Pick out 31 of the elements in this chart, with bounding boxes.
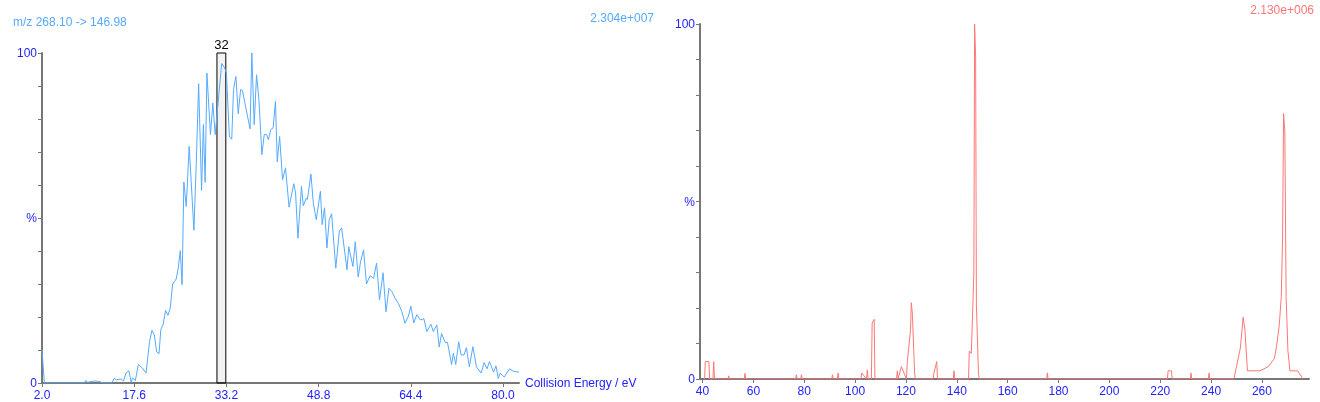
x-tick-label: 60 [746,384,761,398]
x-tick-label: 200 [1099,384,1120,398]
y-tick-label: 0 [688,372,696,386]
x-tick-label: 100 [845,384,866,398]
y-tick-label: 0 [30,376,38,390]
x-tick-label: 220 [1150,384,1171,398]
y-tick-label: 100 [16,46,38,60]
x-tick-label: 2.0 [33,388,51,402]
line-series [41,52,520,384]
text: 2.130e+006 [1250,3,1315,17]
chart-title: m/z 268.10 -> 146.98 [13,15,128,29]
x-tick-label: 160 [997,384,1019,398]
x-tick-label: 240 [1201,384,1222,398]
x-tick-label: 260 [1251,384,1273,398]
x-tick-label: 64.4 [399,388,423,402]
band-label: 32 [214,36,229,52]
x-axis-title: Collision Energy / eV [525,376,637,390]
x-tick-label: 40 [695,384,710,398]
x-tick-label: 33.2 [214,388,239,402]
y-tick-label: 100 [674,17,696,31]
x-tick-label: 48.8 [306,388,331,402]
y-tick-label: % [684,194,696,209]
x-tick-label: 80.0 [491,388,516,402]
y-tick-label: % [26,211,38,225]
x-tick-label: 80 [797,384,812,398]
x-tick-label: 120 [895,384,917,398]
x-tick-label: 180 [1048,384,1069,398]
line-series [704,23,1303,380]
x-tick-label: 140 [946,384,968,398]
x-tick-label: 17.6 [122,388,147,402]
text: 2.304e+007 [590,11,655,25]
